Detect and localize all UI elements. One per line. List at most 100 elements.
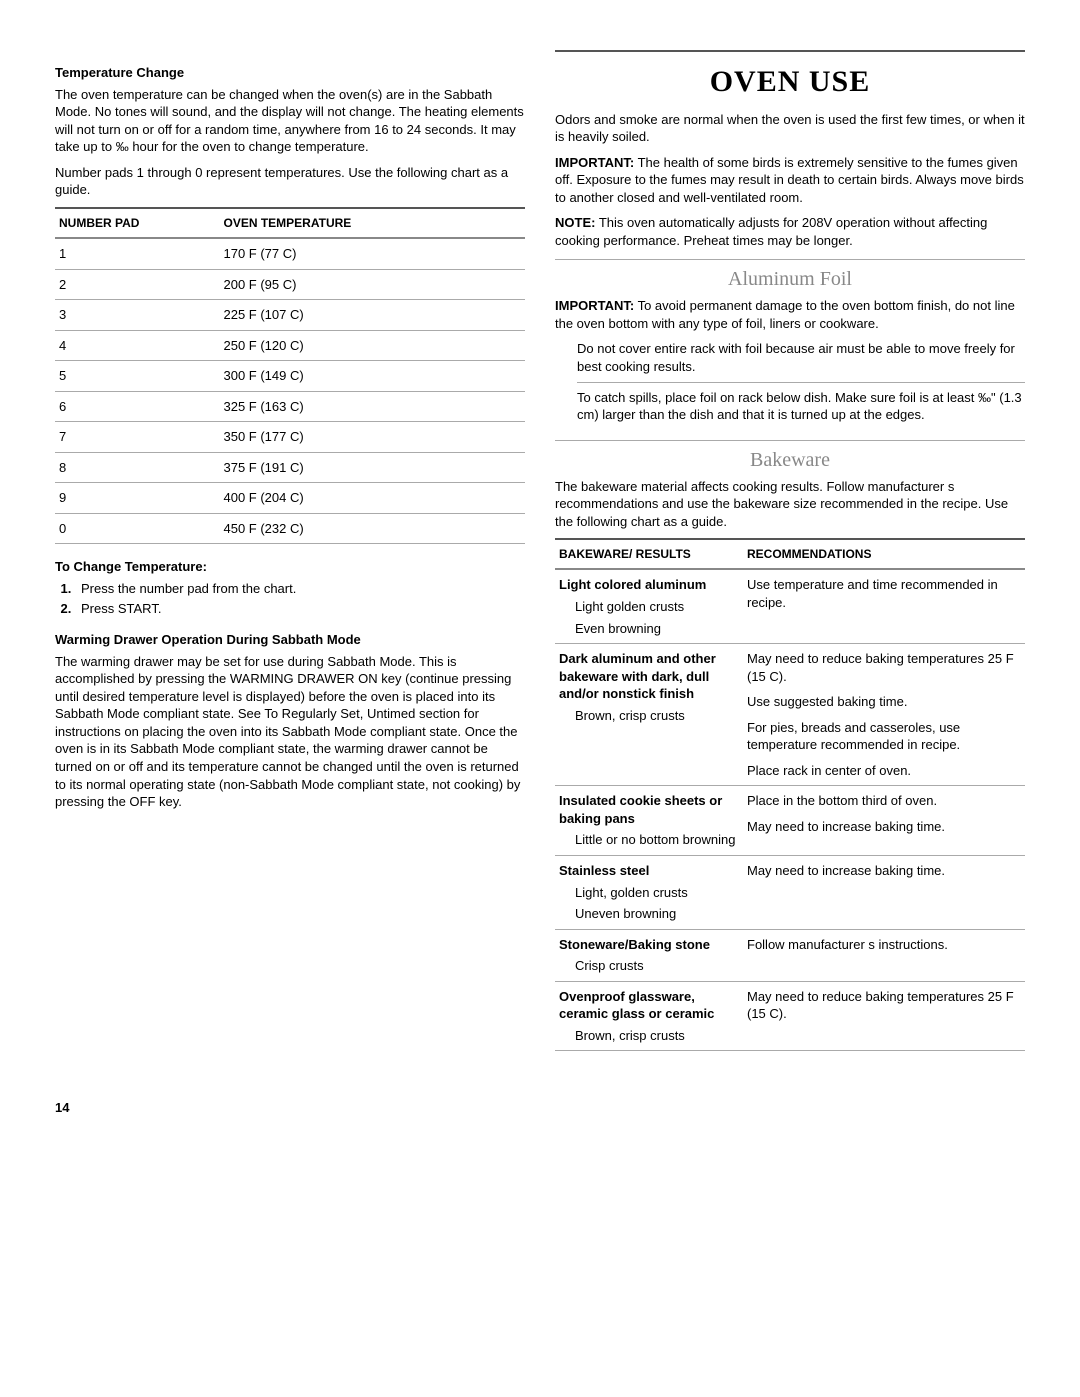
- bakeware-result: Crisp crusts: [559, 957, 739, 975]
- oven-temp-cell: 375 F (191 C): [220, 452, 526, 483]
- table-row: 3225 F (107 C): [55, 300, 525, 331]
- oven-temp-cell: 170 F (77 C): [220, 238, 526, 269]
- bakeware-intro: The bakeware material affects cooking re…: [555, 478, 1025, 531]
- number-pad-cell: 7: [55, 422, 220, 453]
- table-row: Dark aluminum and other bakeware with da…: [555, 644, 1025, 786]
- number-pad-cell: 1: [55, 238, 220, 269]
- bakeware-heading: Bakeware: [555, 440, 1025, 474]
- bakeware-table: BAKEWARE/ RESULTS RECOMMENDATIONS Light …: [555, 538, 1025, 1051]
- warming-heading: Warming Drawer Operation During Sabbath …: [55, 631, 525, 649]
- note-label: NOTE:: [555, 215, 595, 230]
- oven-temp-cell: 350 F (177 C): [220, 422, 526, 453]
- bakeware-result-cell: Stoneware/Baking stone Crisp crusts: [555, 929, 743, 981]
- intro-important: IMPORTANT: The health of some birds is e…: [555, 154, 1025, 207]
- recommendation-item: Place rack in center of oven.: [747, 762, 1021, 780]
- table-row: Insulated cookie sheets or baking pansLi…: [555, 786, 1025, 856]
- number-pad-cell: 0: [55, 513, 220, 544]
- table-row: 0450 F (232 C): [55, 513, 525, 544]
- oven-temp-cell: 225 F (107 C): [220, 300, 526, 331]
- page-layout: Temperature Change The oven temperature …: [55, 50, 1025, 1059]
- page-number: 14: [55, 1099, 1025, 1117]
- bakeware-col2: RECOMMENDATIONS: [743, 539, 1025, 569]
- bakeware-result-cell: Insulated cookie sheets or baking pansLi…: [555, 786, 743, 856]
- recommendation-cell: Place in the bottom third of oven. May ne…: [743, 786, 1025, 856]
- table-row: 4250 F (120 C): [55, 330, 525, 361]
- temp-table-col2: OVEN TEMPERATURE: [220, 208, 526, 238]
- oven-temp-cell: 250 F (120 C): [220, 330, 526, 361]
- oven-temp-cell: 450 F (232 C): [220, 513, 526, 544]
- recommendation-item: Place in the bottom third of oven.: [747, 792, 1021, 810]
- bakeware-result-cell: Dark aluminum and other bakeware with da…: [555, 644, 743, 786]
- bakeware-name: Stainless steel: [559, 862, 739, 880]
- list-item: Press START.: [75, 600, 525, 618]
- oven-use-title: OVEN USE: [555, 50, 1025, 103]
- table-row: 5300 F (149 C): [55, 361, 525, 392]
- intro-p1: Odors and smoke are normal when the oven…: [555, 111, 1025, 146]
- bakeware-name: Dark aluminum and other bakeware with da…: [559, 650, 739, 703]
- table-row: Stainless steel Light, golden crusts Uneve…: [555, 856, 1025, 930]
- table-row: 6325 F (163 C): [55, 391, 525, 422]
- foil-important: IMPORTANT: To avoid permanent damage to …: [555, 297, 1025, 332]
- oven-temp-cell: 300 F (149 C): [220, 361, 526, 392]
- recommendation-item: May need to increase baking time.: [747, 862, 1021, 880]
- number-pad-cell: 3: [55, 300, 220, 331]
- bakeware-result: Even browning: [559, 620, 739, 638]
- number-pad-cell: 9: [55, 483, 220, 514]
- right-column: OVEN USE Odors and smoke are normal when…: [555, 50, 1025, 1059]
- foil-bullets: Do not cover entire rack with foil becau…: [555, 340, 1025, 429]
- foil-heading: Aluminum Foil: [555, 259, 1025, 293]
- to-change-heading: To Change Temperature:: [55, 558, 525, 576]
- number-pad-cell: 6: [55, 391, 220, 422]
- list-item: Press the number pad from the chart.: [75, 580, 525, 598]
- table-row: 1170 F (77 C): [55, 238, 525, 269]
- number-pad-cell: 2: [55, 269, 220, 300]
- intro-note: NOTE: This oven automatically adjusts fo…: [555, 214, 1025, 249]
- temperature-table: NUMBER PAD OVEN TEMPERATURE 1170 F (77 C…: [55, 207, 525, 545]
- oven-temp-cell: 400 F (204 C): [220, 483, 526, 514]
- foil-bullet: To catch spills, place foil on rack belo…: [577, 389, 1025, 430]
- table-row: Stoneware/Baking stone Crisp crusts Follow…: [555, 929, 1025, 981]
- left-column: Temperature Change The oven temperature …: [55, 50, 525, 1059]
- bakeware-result: Brown, crisp crusts: [559, 1027, 739, 1045]
- important-label: IMPORTANT:: [555, 155, 634, 170]
- temp-change-heading: Temperature Change: [55, 64, 525, 82]
- recommendation-item: Use temperature and time recommended in …: [747, 576, 1021, 611]
- bakeware-name: Light colored aluminum: [559, 576, 739, 594]
- temp-change-p2: Number pads 1 through 0 represent temper…: [55, 164, 525, 199]
- warming-body: The warming drawer may be set for use du…: [55, 653, 525, 811]
- recommendation-item: Use suggested baking time.: [747, 693, 1021, 711]
- bakeware-col1: BAKEWARE/ RESULTS: [555, 539, 743, 569]
- table-row: Ovenproof glassware, ceramic glass or ce…: [555, 981, 1025, 1051]
- bakeware-result: Uneven browning: [559, 905, 739, 923]
- recommendation-item: May need to increase baking time.: [747, 818, 1021, 836]
- bakeware-result: Light golden crusts: [559, 598, 739, 616]
- foil-important-label: IMPORTANT:: [555, 298, 634, 313]
- bakeware-result-cell: Stainless steel Light, golden crusts Uneve…: [555, 856, 743, 930]
- table-row: 8375 F (191 C): [55, 452, 525, 483]
- to-change-steps: Press the number pad from the chart. Pres…: [55, 580, 525, 617]
- recommendation-cell: May need to reduce baking temperatures 2…: [743, 644, 1025, 786]
- recommendation-item: May need to reduce baking temperatures 2…: [747, 650, 1021, 685]
- foil-bullet: Do not cover entire rack with foil becau…: [577, 340, 1025, 382]
- table-row: 7350 F (177 C): [55, 422, 525, 453]
- temp-table-col1: NUMBER PAD: [55, 208, 220, 238]
- recommendation-cell: May need to reduce baking temperatures 2…: [743, 981, 1025, 1051]
- bakeware-name: Ovenproof glassware, ceramic glass or ce…: [559, 988, 739, 1023]
- bakeware-result: Light, golden crusts: [559, 884, 739, 902]
- number-pad-cell: 8: [55, 452, 220, 483]
- bakeware-name: Insulated cookie sheets or baking pans: [559, 792, 739, 827]
- oven-temp-cell: 325 F (163 C): [220, 391, 526, 422]
- table-row: 9400 F (204 C): [55, 483, 525, 514]
- bakeware-result: Brown, crisp crusts: [559, 707, 739, 725]
- recommendation-cell: May need to increase baking time.: [743, 856, 1025, 930]
- oven-temp-cell: 200 F (95 C): [220, 269, 526, 300]
- recommendation-item: Follow manufacturer s instructions.: [747, 936, 1021, 954]
- temp-change-p1: The oven temperature can be changed when…: [55, 86, 525, 156]
- number-pad-cell: 4: [55, 330, 220, 361]
- table-row: Light colored aluminum Light golden crust…: [555, 569, 1025, 643]
- number-pad-cell: 5: [55, 361, 220, 392]
- bakeware-name: Stoneware/Baking stone: [559, 936, 739, 954]
- note-text: This oven automatically adjusts for 208V…: [555, 215, 987, 248]
- table-row: 2200 F (95 C): [55, 269, 525, 300]
- recommendation-item: May need to reduce baking temperatures 2…: [747, 988, 1021, 1023]
